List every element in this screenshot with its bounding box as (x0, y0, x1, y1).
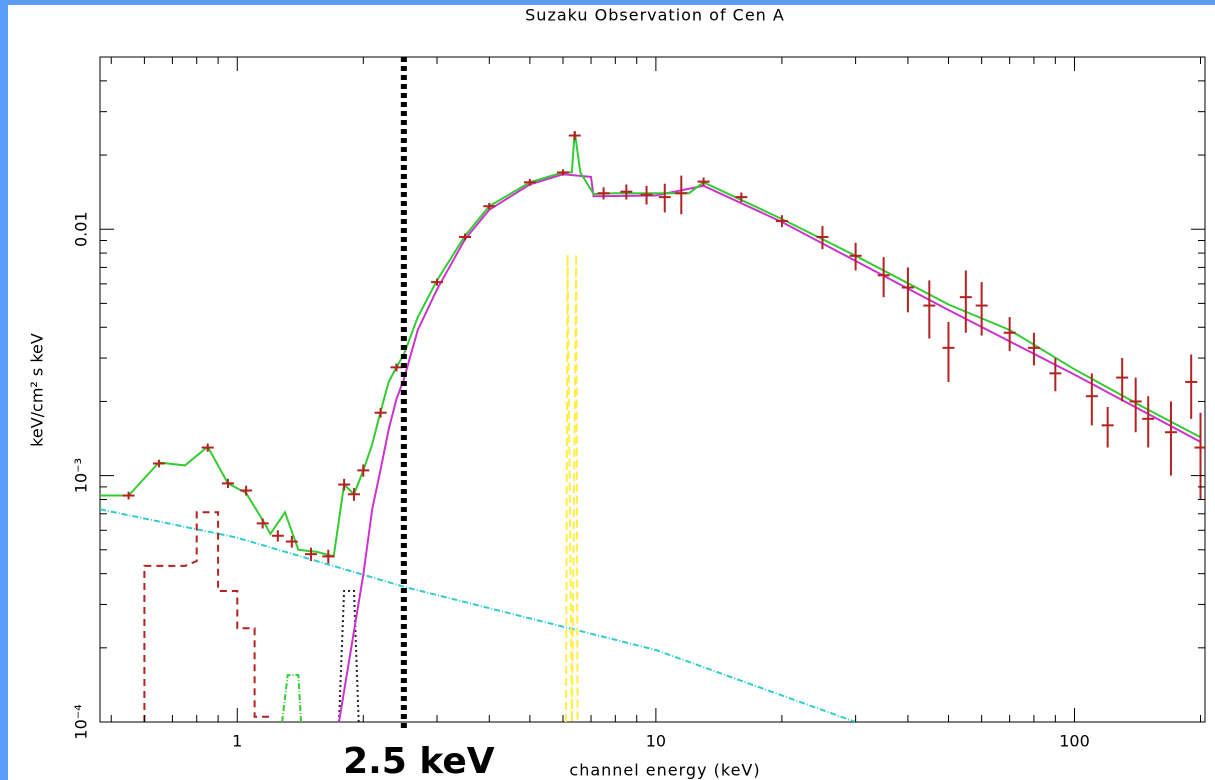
data-point (459, 233, 472, 241)
data-point (240, 485, 253, 496)
data-point (347, 488, 360, 501)
data-point (568, 131, 581, 141)
data-point (304, 547, 317, 562)
data-point (849, 242, 862, 271)
y-axis-label: keV/cm² s keV (28, 333, 47, 447)
data-point (816, 226, 829, 250)
model-line (143, 511, 271, 722)
y-tick-label: 10⁻⁴ (72, 704, 91, 739)
data-point (338, 478, 351, 491)
data-point (483, 202, 496, 210)
annotation-label: 2.5 keV (343, 741, 495, 780)
data-point (221, 478, 234, 489)
data-point (735, 192, 748, 202)
data-point (901, 267, 914, 313)
data-point (523, 178, 536, 186)
data-point (256, 518, 269, 529)
x-tick-label: 10 (646, 732, 666, 751)
data-point (1194, 412, 1205, 500)
y-tick-label: 10⁻³ (72, 458, 91, 493)
data-point (1027, 332, 1040, 366)
data-point (877, 257, 890, 298)
data-point (975, 282, 988, 336)
data-point (1049, 358, 1062, 392)
data-point (557, 169, 570, 176)
chart-title: Suzaku Observation of Cen A (525, 6, 785, 25)
data-point (620, 184, 633, 200)
model-line (100, 131, 1201, 558)
data-point (1164, 401, 1177, 476)
data-point (597, 187, 610, 200)
data-point (374, 408, 387, 418)
data-point (959, 270, 972, 333)
data-point (1185, 354, 1198, 419)
data-point (430, 278, 443, 286)
data-point (201, 443, 214, 452)
data-point (1116, 358, 1129, 402)
x-axis-label: channel energy (keV) (569, 761, 760, 780)
x-tick-label: 100 (1059, 732, 1090, 751)
data-point (152, 459, 165, 468)
data-point (923, 280, 936, 339)
data-point (390, 363, 403, 372)
data-point (1129, 377, 1142, 433)
data-point (942, 322, 955, 382)
data-point (357, 464, 370, 477)
data-point (1085, 373, 1098, 426)
canvas (8, 5, 1215, 780)
data-point (1142, 396, 1155, 448)
data-point (1101, 406, 1114, 448)
y-tick-label: 0.01 (72, 211, 91, 247)
data-point (1003, 317, 1016, 352)
x-tick-label: 1 (232, 732, 242, 751)
data-point (285, 535, 298, 548)
model-line (281, 674, 302, 722)
data-point (675, 175, 688, 215)
data-point (697, 177, 710, 186)
data-point (271, 530, 284, 542)
plot-area (100, 131, 1205, 722)
data-point (322, 549, 335, 564)
data-point (122, 491, 135, 500)
plot-frame (99, 56, 1206, 723)
data-point (640, 185, 653, 205)
model-line (338, 590, 360, 722)
data-point (775, 215, 788, 228)
data-point (658, 183, 671, 213)
model-line (100, 508, 856, 722)
